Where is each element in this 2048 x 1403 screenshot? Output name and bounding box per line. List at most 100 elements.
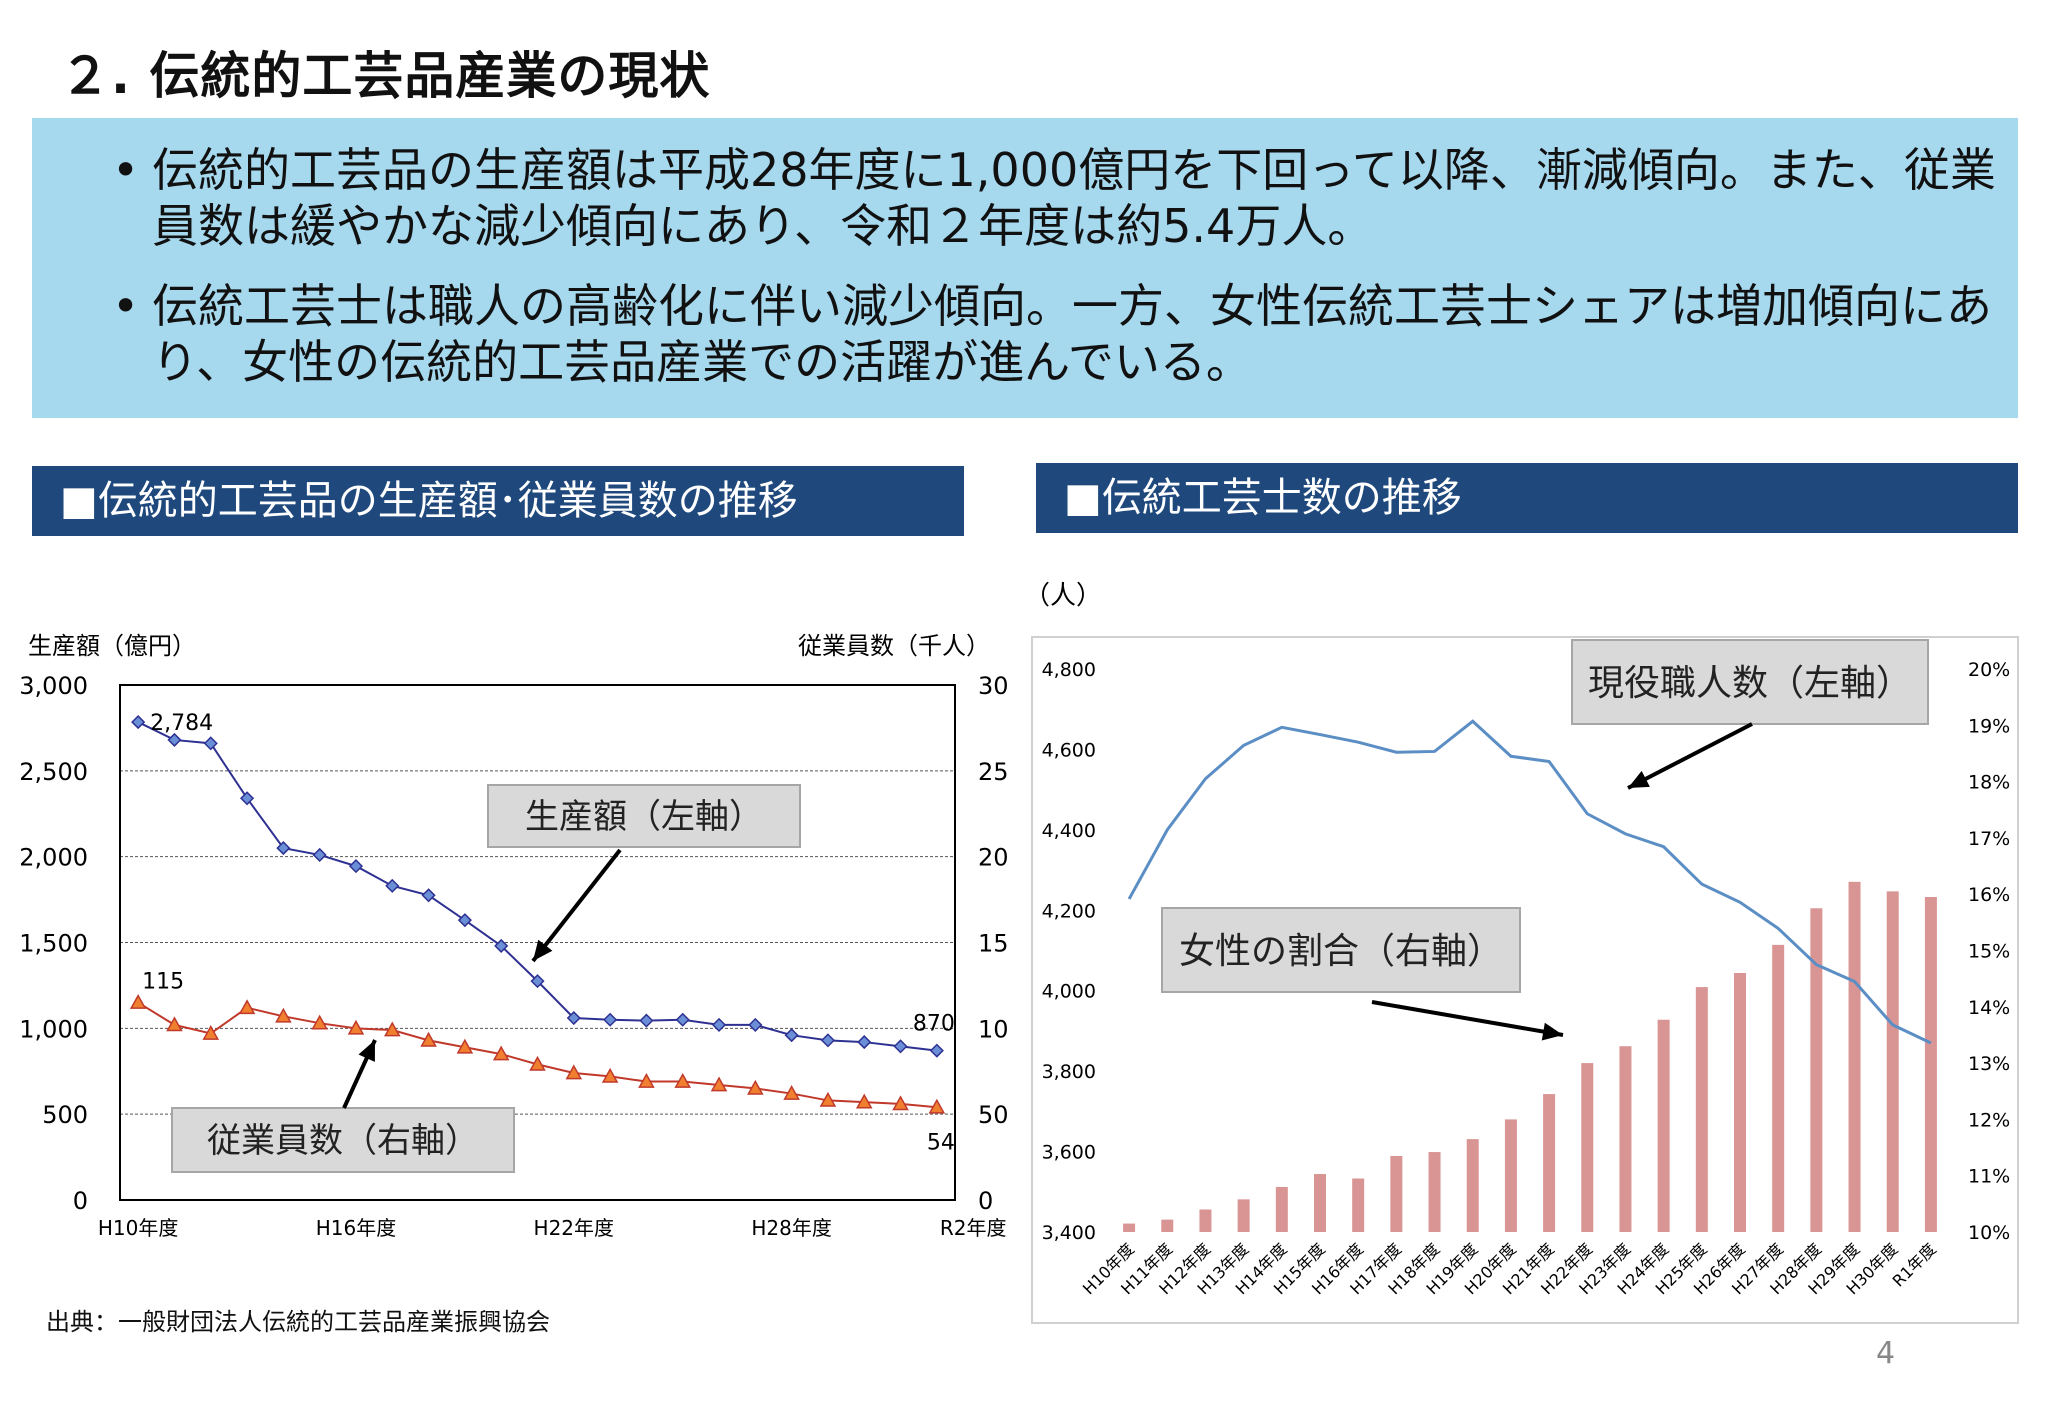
y-tick-right: 18%: [1968, 772, 2010, 794]
female-share-bar: [1848, 881, 1861, 1232]
employees-point: [710, 1076, 728, 1092]
x-tick-label: H10年度: [98, 1216, 179, 1240]
y-axis-left-label: 生産額（億円）: [28, 632, 196, 660]
female-share-bar: [1924, 897, 1937, 1232]
y-tick-right: 15%: [1968, 941, 2010, 963]
y-tick-right: 12%: [1968, 1109, 2010, 1131]
employees-point: [892, 1095, 909, 1111]
employees-point: [928, 1098, 946, 1114]
production-point: [711, 1017, 727, 1032]
production-point: [348, 859, 364, 874]
female-share-bar: [1352, 1178, 1365, 1232]
y-tick-right: 13%: [1968, 1053, 2010, 1075]
y-tick-left: 4,000: [1042, 981, 1096, 1003]
female-share-bar: [1810, 908, 1823, 1232]
y-tick-left: 4,400: [1042, 820, 1096, 842]
production-point: [457, 913, 472, 928]
y-tick-right: 19%: [1968, 715, 2010, 737]
arrow-head: [1541, 1022, 1563, 1041]
female-share-bar: [1161, 1219, 1174, 1232]
y-tick-right: 100: [978, 1015, 1010, 1043]
section-header-production: ■伝統的工芸品の生産額･従業員数の推移: [32, 466, 964, 536]
production-point: [675, 1012, 690, 1027]
plot-frame: [119, 684, 956, 1201]
data-label: 870: [913, 1012, 955, 1037]
legend-female-share-box: [1161, 907, 1521, 993]
annotation-arrow: [1371, 1000, 1564, 1037]
production-point: [893, 1039, 908, 1054]
series-line-craftsmen: [1127, 719, 1932, 1045]
y-tick-left: 3,600: [1042, 1142, 1096, 1164]
bullet-text: 伝統的工芸品の生産額は平成28年度に1,000億円を下回って以降、漸減傾向。また…: [152, 143, 1996, 253]
y-tick-right: 14%: [1968, 997, 2010, 1019]
employees-point: [456, 1038, 474, 1054]
y-tick-left: 4,800: [1042, 659, 1096, 681]
bullet-text: 伝統工芸士は職人の高齢化に伴い減少傾向。一方、女性伝統工芸士シェアは増加傾向にあ…: [152, 279, 1992, 389]
production-point: [639, 1013, 654, 1028]
series-line-production: [137, 721, 937, 1052]
female-share-bar: [1428, 1152, 1441, 1232]
employees-point: [565, 1064, 583, 1080]
legend-craftsmen-box: [1571, 639, 1929, 725]
y-tick-left: 4,200: [1042, 900, 1096, 922]
annotation-arrow: [1627, 722, 1753, 790]
female-share-bar: [1695, 987, 1708, 1232]
employees-point: [529, 1055, 546, 1071]
employees-point: [202, 1024, 220, 1040]
y-tick-left: 3,000: [19, 672, 88, 700]
annotation-arrow: [531, 848, 622, 963]
legend-production: 生産額（左軸）: [525, 797, 763, 837]
employees-point: [238, 999, 256, 1015]
y-tick-right: 250: [978, 758, 1010, 786]
y-tick-right: 0: [978, 1187, 993, 1215]
y-tick-right: 17%: [1968, 828, 2010, 850]
employees-point: [129, 994, 147, 1009]
production-point: [203, 736, 218, 751]
y-tick-left: 3,800: [1042, 1061, 1096, 1083]
employees-point: [311, 1014, 328, 1030]
y-axis-left-label: （人）: [1024, 581, 1102, 611]
employees-point: [638, 1073, 655, 1088]
y-tick-left: 1,000: [19, 1015, 88, 1043]
summary-bullet: • 伝統的工芸品の生産額は平成28年度に1,000億円を下回って以降、漸減傾向。…: [112, 142, 2012, 254]
production-point: [494, 938, 509, 953]
legend-craftsmen: 現役職人数（左軸）: [1588, 663, 1912, 704]
female-share-bar: [1657, 1019, 1670, 1232]
production-point: [530, 974, 545, 989]
employees-point: [855, 1093, 873, 1109]
production-point: [929, 1043, 944, 1058]
production-point: [784, 1028, 799, 1043]
female-share-bar: [1886, 891, 1899, 1232]
production-point: [385, 878, 400, 893]
employees-point: [275, 1007, 292, 1023]
female-share-bar: [1734, 973, 1746, 1232]
y-tick-right: 200: [978, 844, 1010, 872]
female-share-bar: [1123, 1223, 1136, 1232]
production-point: [312, 847, 327, 863]
page-title: ２. 伝統的工芸品産業の現状: [60, 47, 711, 105]
data-label: 54: [927, 1130, 955, 1155]
legend-production-box: [487, 784, 801, 848]
production-point: [857, 1035, 872, 1050]
female-share-bar: [1314, 1174, 1326, 1232]
female-share-bar: [1275, 1186, 1288, 1232]
production-point: [276, 841, 291, 856]
y-tick-left: 2,000: [19, 844, 88, 872]
employees-point: [601, 1067, 619, 1083]
female-share-bar: [1390, 1155, 1403, 1232]
y-tick-right: 50: [978, 1101, 1009, 1129]
female-share-bar: [1772, 944, 1785, 1232]
female-share-bar: [1466, 1139, 1479, 1232]
production-point: [421, 888, 436, 903]
production-point: [131, 715, 146, 730]
y-tick-left: 2,500: [19, 758, 88, 786]
arrow-head: [1628, 770, 1650, 788]
x-tick-label: H22年度: [534, 1216, 615, 1240]
data-label: 115: [142, 970, 184, 995]
y-tick-left: 0: [73, 1187, 88, 1215]
x-tick-label: R2年度: [940, 1216, 1007, 1240]
arrow-head: [533, 939, 553, 961]
employees-point: [492, 1045, 510, 1061]
production-point: [566, 1010, 581, 1026]
series-line-employees: [137, 1001, 937, 1109]
